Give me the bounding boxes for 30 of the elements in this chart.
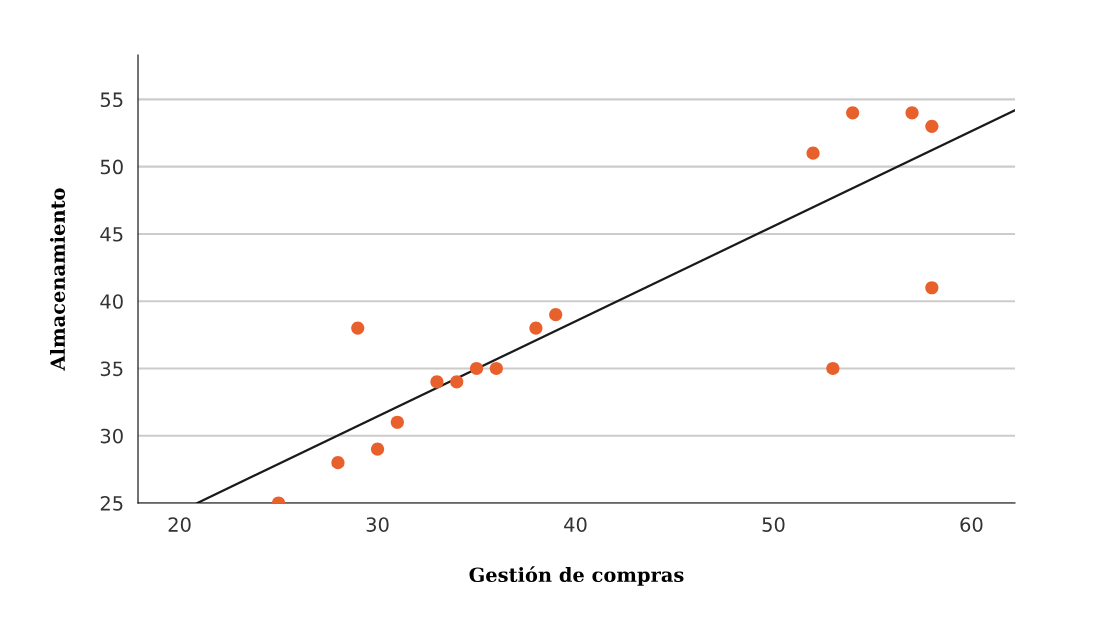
point	[331, 456, 345, 470]
y-tick-label: 35	[100, 361, 123, 377]
x-tick-label: 20	[168, 517, 191, 532]
x-tick-label: 50	[762, 517, 785, 532]
point	[351, 321, 365, 335]
y-tick-label: 30	[100, 428, 123, 444]
point	[905, 106, 919, 120]
point	[846, 106, 860, 120]
point	[826, 361, 840, 376]
x-tick-label: 60	[960, 517, 983, 532]
point	[925, 119, 939, 133]
point	[430, 375, 444, 389]
y-tick-label: 55	[100, 92, 123, 108]
x-tick-label: 30	[366, 517, 389, 532]
point	[529, 321, 543, 335]
x-axis-title: Gestión de compras	[469, 566, 684, 586]
point	[469, 361, 484, 376]
y-tick-label: 50	[100, 159, 123, 175]
y-tick-label: 45	[100, 227, 123, 242]
point	[450, 375, 464, 389]
point	[489, 361, 503, 376]
x-tick-label: 40	[564, 517, 587, 532]
y-tick-label: 25	[100, 495, 123, 511]
point	[806, 146, 820, 160]
point	[549, 308, 563, 322]
point	[390, 415, 404, 429]
point	[370, 442, 385, 456]
y-tick-label: 40	[100, 294, 123, 309]
y-axis-title: Almacenamiento	[49, 188, 66, 371]
point	[925, 281, 939, 295]
